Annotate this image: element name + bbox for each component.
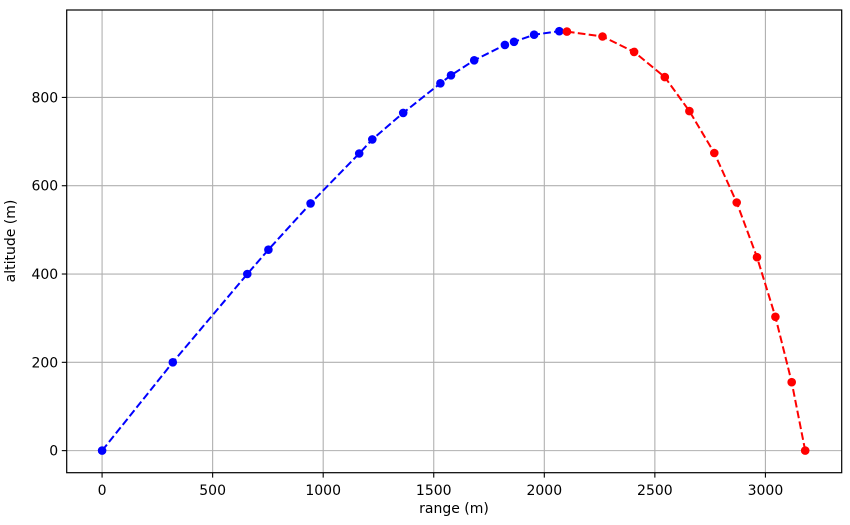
- y-tick-label: 800: [31, 90, 58, 106]
- plot-frame: [66, 9, 843, 474]
- descent-marker: [598, 32, 607, 41]
- descent-marker: [800, 446, 810, 455]
- descent-marker: [787, 377, 796, 387]
- descent-marker: [660, 72, 670, 82]
- y-axis-label: altitude (m): [3, 200, 19, 283]
- x-tick-label: 1500: [416, 483, 452, 499]
- ascent-marker: [306, 199, 315, 208]
- x-tick-label: 500: [199, 483, 226, 499]
- y-tick-label: 0: [49, 444, 58, 460]
- ascent-marker: [555, 26, 564, 36]
- descent-marker: [752, 252, 762, 262]
- x-tick-label: 1000: [305, 483, 341, 499]
- ascent-marker: [354, 149, 364, 158]
- x-tick-label: 0: [98, 483, 107, 499]
- ascent-marker: [436, 79, 445, 88]
- descent-line: [566, 30, 807, 451]
- descent-marker: [732, 198, 741, 207]
- ascent-marker: [97, 446, 107, 455]
- ascent-line: [101, 30, 560, 452]
- ascent-marker: [264, 245, 273, 254]
- x-tick-label: 2500: [637, 483, 673, 499]
- data-layer: [97, 26, 810, 455]
- ascent-marker: [368, 135, 377, 144]
- ascent-marker: [398, 108, 408, 118]
- ascent-marker: [446, 71, 456, 80]
- descent-marker: [562, 27, 572, 36]
- y-tick-label: 400: [31, 267, 58, 283]
- descent-marker: [685, 106, 694, 116]
- ascent-marker: [469, 56, 479, 65]
- axes-layer: 0 500 1000 1500 2000 2500 3000 0 200 400 600 800: [31, 9, 843, 499]
- descent-marker: [710, 148, 719, 158]
- ascent-marker: [509, 37, 519, 47]
- x-tick-label: 2000: [526, 483, 562, 499]
- ascent-marker: [500, 40, 510, 50]
- x-tick-label: 3000: [748, 483, 784, 499]
- x-axis-label: range (m): [419, 501, 489, 517]
- y-tick-label: 200: [31, 355, 58, 371]
- y-tick-label: 600: [31, 179, 58, 195]
- descent-marker: [629, 47, 639, 57]
- ascent-marker: [529, 30, 539, 39]
- ascent-marker: [168, 358, 178, 367]
- ascent-marker: [243, 269, 252, 279]
- descent-marker: [771, 312, 780, 322]
- grid-layer: [66, 10, 842, 473]
